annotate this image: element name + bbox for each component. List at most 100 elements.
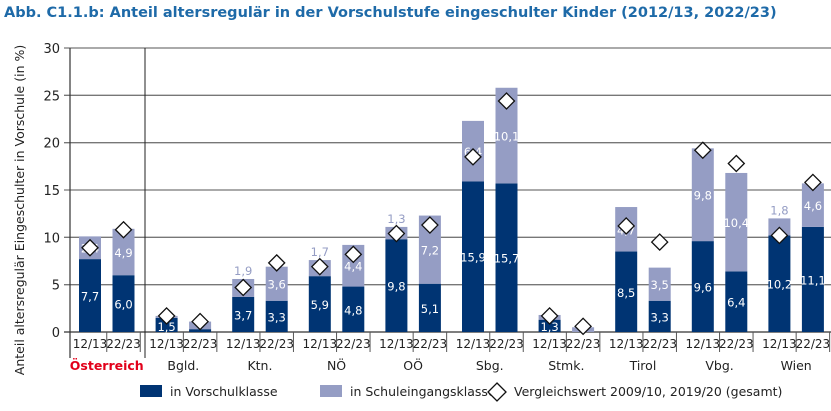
data-label: 11,1: [800, 273, 826, 287]
bar-segment: [308, 276, 331, 332]
period-label: 12/13: [73, 337, 108, 351]
bar-segment: [112, 275, 135, 332]
bar-segment: [232, 296, 255, 332]
data-label: 6,4: [727, 296, 745, 310]
period-label: 22/23: [566, 337, 601, 351]
group-label: NÖ: [327, 357, 346, 373]
comparison-marker: [387, 224, 406, 243]
data-label: 9,8: [387, 280, 405, 294]
data-label: 1,7: [311, 245, 329, 259]
bar-segment: [615, 251, 638, 332]
period-label: 12/13: [303, 337, 338, 351]
data-label: 3,3: [268, 310, 286, 324]
data-label: 3,3: [651, 310, 669, 324]
bar-segment: [112, 228, 135, 276]
period-label: 12/13: [609, 337, 644, 351]
group-label: Wien: [781, 358, 812, 373]
group-label: Tirol: [629, 358, 657, 373]
period-label: 12/13: [226, 337, 261, 351]
data-label: 10,2: [767, 278, 793, 292]
legend-label: in Vorschulklasse: [170, 384, 278, 399]
bar-segment: [691, 241, 714, 332]
comparison-marker: [693, 141, 712, 160]
legend-label: Vergleichswert 2009/10, 2019/20 (gesamt): [514, 384, 782, 399]
data-label: 10,4: [723, 216, 749, 230]
comparison-marker: [114, 220, 133, 239]
y-axis-label: Anteil altersregulär Eingeschulter in Vo…: [12, 45, 27, 375]
bar-segment: [648, 267, 671, 301]
legend-marker: [487, 382, 507, 402]
y-tick-label: 20: [43, 137, 60, 152]
comparison-marker: [464, 147, 482, 166]
bar-segment: [418, 283, 441, 332]
comparison-marker: [650, 233, 669, 251]
bar-segment: [725, 271, 748, 332]
group-label: Vbg.: [705, 358, 733, 373]
data-label: 3,5: [651, 278, 669, 292]
data-label: 3,6: [268, 278, 286, 292]
period-label: 22/23: [183, 337, 218, 351]
period-label: 12/13: [149, 337, 184, 351]
bar-segment: [495, 87, 518, 184]
comparison-marker: [617, 217, 636, 235]
bar-segment: [725, 172, 748, 272]
period-label: 12/13: [456, 337, 491, 351]
data-label: 7,2: [421, 244, 439, 258]
bar-segment: [462, 181, 484, 332]
period-label: 22/23: [719, 337, 754, 351]
legend-label: in Schuleingangsklasse: [350, 384, 496, 399]
y-tick-label: 0: [52, 326, 60, 341]
group-label: Stmk.: [548, 358, 584, 373]
period-label: 12/13: [762, 337, 797, 351]
data-label: 4,6: [804, 199, 822, 213]
group-label: Ktn.: [247, 358, 272, 373]
bar-segment: [495, 183, 518, 332]
period-label: 12/13: [379, 337, 414, 351]
comparison-marker: [574, 317, 593, 336]
period-label: 22/23: [413, 337, 448, 351]
data-label: 8,5: [617, 286, 635, 300]
comparison-marker: [803, 173, 822, 192]
group-label: Österreich: [70, 358, 144, 373]
period-label: 22/23: [336, 337, 371, 351]
comparison-marker: [191, 312, 210, 331]
period-label: 22/23: [259, 337, 294, 351]
data-label: 4,9: [114, 246, 132, 260]
bar-segment: [538, 319, 561, 332]
data-label: 4,8: [344, 303, 362, 317]
group-label: Bgld.: [167, 358, 199, 373]
data-label: 1,8: [770, 203, 788, 217]
comparison-marker: [81, 238, 99, 257]
data-label: 15,9: [460, 251, 486, 265]
data-label: 10,1: [494, 130, 520, 144]
legend-swatch: [140, 385, 162, 397]
data-label: 6,0: [114, 298, 132, 312]
comparison-marker: [310, 257, 329, 276]
bar-segment: [342, 286, 365, 332]
comparison-marker: [267, 253, 286, 272]
comparison-marker: [157, 306, 176, 325]
bar-segment: [155, 317, 178, 332]
y-tick-label: 30: [43, 42, 60, 57]
data-label: 9,8: [694, 189, 712, 203]
period-label: 22/23: [796, 337, 831, 351]
comparison-marker: [770, 226, 789, 245]
bar-segment: [691, 148, 714, 242]
bar-segment: [801, 183, 824, 227]
period-label: 22/23: [642, 337, 677, 351]
bar-segment: [265, 266, 288, 301]
comparison-marker: [420, 216, 439, 234]
data-label: 1,5: [157, 320, 175, 334]
comparison-marker: [234, 278, 253, 297]
bar-segment: [418, 215, 441, 284]
chart-title: Abb. C1.1.b: Anteil altersregulär in der…: [4, 5, 777, 21]
data-label: 15,7: [494, 252, 520, 266]
legend-swatch: [320, 385, 342, 397]
data-label: 4,4: [344, 260, 362, 274]
comparison-marker: [344, 245, 363, 264]
bar-segment: [768, 235, 791, 332]
comparison-marker: [540, 306, 559, 325]
y-tick-label: 10: [43, 231, 60, 246]
